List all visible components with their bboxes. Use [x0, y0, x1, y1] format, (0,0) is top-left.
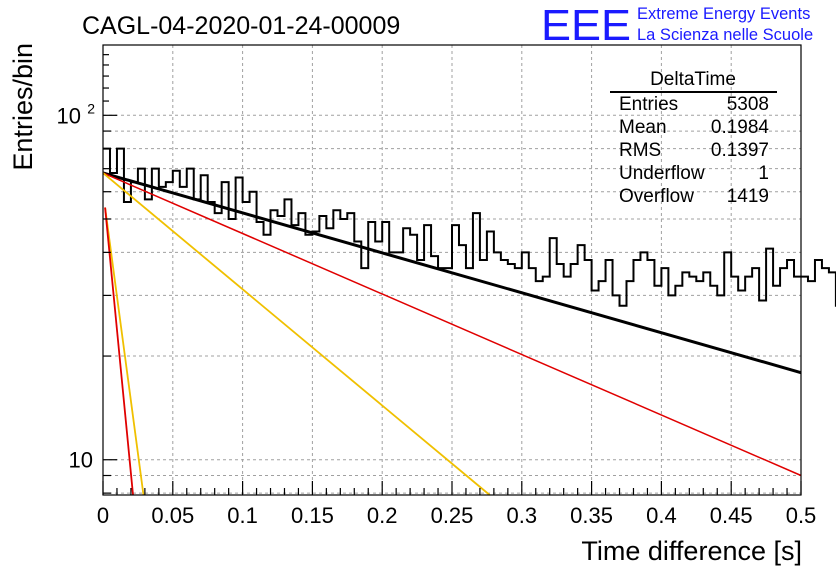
- x-tick-label: 0.1: [227, 503, 258, 528]
- stats-box-title: DeltaTime: [650, 69, 736, 90]
- stats-value-entries: 5308: [727, 94, 769, 115]
- plot-area: [102, 147, 836, 496]
- fit-line: [102, 172, 802, 477]
- histogram-steps: [103, 147, 836, 307]
- eee-logo: EEE: [541, 1, 631, 50]
- stats-value-mean: 0.1984: [711, 117, 770, 138]
- fit-line: [104, 207, 134, 496]
- axes: 0 0.05 0.1 0.15 0.2 0.25 0.3 0.35 0.4 0.45 0.51010…: [57, 44, 817, 528]
- fit-line: [104, 207, 145, 496]
- fit-line: [102, 171, 802, 375]
- logo-line-2: La Scienza nelle Scuole: [637, 26, 813, 44]
- y-tick-label: 10: [69, 448, 93, 473]
- x-tick-label: 0.5: [786, 503, 817, 528]
- x-axis-label: Time difference [s]: [581, 536, 802, 566]
- stats-label-mean: Mean: [619, 117, 667, 138]
- y-tick-label: 10: [57, 103, 81, 128]
- stats-value-overflow: 1419: [727, 186, 769, 207]
- stats-value-underflow: 1: [758, 163, 769, 184]
- stats-label-underflow: Underflow: [619, 163, 705, 184]
- x-tick-label: 0.15: [291, 503, 334, 528]
- stats-box: DeltaTime Entries 5308 Mean 0.1984 RMS 0…: [610, 69, 777, 207]
- x-tick-label: 0.3: [507, 503, 538, 528]
- x-tick-label: 0.4: [646, 503, 677, 528]
- x-tick-label: 0.35: [570, 503, 613, 528]
- x-tick-label: 0: [97, 503, 109, 528]
- x-tick-label: 0.05: [151, 503, 194, 528]
- stats-label-rms: RMS: [619, 140, 661, 161]
- x-tick-label: 0.25: [431, 503, 474, 528]
- x-tick-label: 0.45: [710, 503, 753, 528]
- fit-line: [102, 172, 491, 496]
- logo-line-1: Extreme Energy Events: [637, 5, 810, 23]
- stats-value-rms: 0.1397: [711, 140, 769, 161]
- y-tick-label-exponent: 2: [87, 100, 95, 116]
- y-axis-label: Entries/bin: [8, 43, 38, 171]
- stats-label-overflow: Overflow: [619, 186, 694, 207]
- chart-title: CAGL-04-2020-01-24-00009: [82, 12, 400, 40]
- grid-lines: [103, 45, 801, 495]
- x-tick-label: 0.2: [367, 503, 398, 528]
- stats-label-entries: Entries: [619, 94, 678, 115]
